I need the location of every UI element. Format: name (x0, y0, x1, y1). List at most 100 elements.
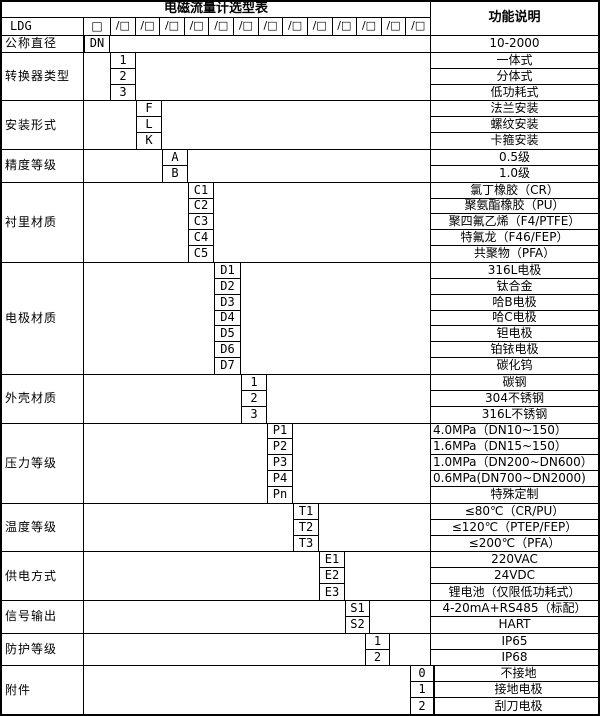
function-description-cell: 共聚物（PFA） (430, 246, 598, 262)
option-code-cell: C2 (188, 198, 214, 215)
section-label: 供电方式 (2, 552, 84, 601)
function-description-cell: ≤80℃（CR/PU） (430, 503, 598, 520)
empty-cell (84, 375, 241, 423)
option-code-cell: T1 (293, 503, 319, 520)
option-code-cell: 1 (110, 52, 136, 69)
section-band: 信号输出 S1 4-20mA+RS485（标配） S2 HART (2, 600, 598, 633)
model-slot-cell: /□ (331, 18, 357, 35)
function-description-cell: 24VDC (430, 568, 598, 585)
option-code-cell: P3 (267, 455, 293, 472)
section-label: 公称直径 (2, 36, 84, 52)
function-description-cell: ≤120℃（PTEP/FEP） (430, 519, 598, 536)
option-code-cell: E3 (319, 584, 345, 601)
function-description-cell: 哈C电极 (430, 310, 598, 327)
function-description-cell: IP68 (430, 649, 598, 666)
empty-cell (267, 375, 430, 423)
function-description-cell: 钛合金 (430, 278, 598, 295)
function-description-cell: ≤200℃（PFA） (430, 535, 598, 552)
section-band: 衬里材质 C1 氯丁橡胶（CR） C2 聚氨酯橡胶（PU） C3 聚四氟乙烯（F4/PTFE… (2, 181, 598, 262)
option-code-cell: 3 (241, 406, 267, 423)
empty-cell (84, 101, 136, 149)
model-slot-cell: /□ (208, 18, 233, 35)
empty-cell (84, 150, 162, 182)
option-code-cell: E2 (319, 568, 345, 585)
function-description-cell: 0.5级 (430, 150, 598, 166)
model-slot-cell: /□ (380, 18, 406, 35)
empty-cell (241, 263, 430, 374)
function-description-cell: 1.0级 (430, 165, 598, 182)
section-label: 精度等级 (2, 150, 84, 182)
option-code-cell: D5 (214, 326, 241, 343)
function-description-cell: 锂电池（仅限低功耗式） (430, 584, 598, 601)
section-label: 外壳材质 (2, 375, 84, 423)
option-code-cell: P1 (267, 423, 293, 440)
option-code-cell: A (162, 150, 188, 166)
option-code-cell: 3 (110, 84, 136, 101)
function-description-cell: 聚氨酯橡胶（PU） (430, 198, 598, 215)
option-code-cell: C4 (188, 230, 214, 247)
empty-cell (345, 552, 430, 600)
model-box-cell: □ (91, 18, 103, 33)
section-band: 外壳材质 1 碳钢 2 304不锈钢 3 316L不锈钢 (2, 374, 598, 423)
model-slot-cell: /□ (405, 18, 430, 35)
function-description-cell: 聚四氟乙烯（F4/PTFE） (430, 214, 598, 231)
function-description-cell: 220VAC (430, 552, 598, 569)
table-header: 电磁流量计选型表 功能说明 LDG □ /□/□/□/□/□/□/□/□/□/□… (2, 2, 598, 35)
section-band: 安装形式 F 法兰安装 L 螺纹安装 K 卡箍安装 (2, 100, 598, 150)
model-slot-cell: /□ (233, 18, 258, 35)
function-description-cell: 铂铱电极 (430, 342, 598, 359)
model-slot-cell: /□ (282, 18, 307, 35)
option-code-cell: F (136, 101, 162, 118)
section-label: 衬里材质 (2, 182, 84, 262)
option-code-cell: T3 (293, 535, 319, 552)
model-slot-cell: /□ (159, 18, 184, 35)
option-code-cell: 2 (110, 68, 136, 85)
function-column-header: 功能说明 (430, 2, 598, 35)
empty-cell (84, 634, 365, 666)
empty-cell (84, 666, 410, 714)
empty-cell (390, 634, 430, 666)
option-code-cell: B (162, 165, 188, 182)
section-label: 附件 (2, 666, 84, 715)
model-slot-cell: /□ (306, 18, 332, 35)
empty-cell (188, 150, 430, 182)
function-description-cell: 316L不锈钢 (430, 406, 598, 423)
section-label: 转换器类型 (2, 52, 84, 101)
function-description-cell: 一体式 (430, 52, 598, 69)
section-label: 电极材质 (2, 263, 84, 374)
function-description-cell: 1.6MPa（DN15~150） (430, 439, 598, 456)
option-code-cell: C3 (188, 214, 214, 231)
model-slot-cell: /□ (110, 18, 135, 35)
option-code-cell: C5 (188, 246, 214, 262)
empty-cell (84, 53, 110, 101)
model-slot-cell: /□ (356, 18, 381, 35)
section-label: 防护等级 (2, 633, 84, 666)
option-code-cell: D2 (214, 278, 241, 295)
model-slot-cell: /□ (134, 18, 160, 35)
page-title: 电磁流量计选型表 (2, 2, 430, 18)
function-description-cell: 4.0MPa（DN10~150） (430, 423, 598, 440)
section-label: 压力等级 (2, 423, 84, 503)
option-code-cell: E1 (319, 552, 345, 569)
function-description-cell: 低功耗式 (430, 84, 598, 101)
option-code-cell: 1 (365, 633, 390, 650)
empty-cell (319, 504, 430, 552)
option-code-cell: DN (84, 36, 110, 52)
section-label: 信号输出 (2, 601, 84, 633)
section-band: 转换器类型 1 一体式 2 分体式 3 低功耗式 (2, 51, 598, 101)
option-code-cell: L (136, 117, 162, 134)
function-description-cell: 特氟龙（F46/FEP） (430, 230, 598, 247)
section-band: 电极材质 D1 316L电极 D2 钛合金 D3 哈B电极 D4 哈C电极 D5 钽电极 D6 铂铱电极… (2, 262, 598, 374)
model-slot-cell: /□ (257, 18, 283, 35)
empty-cell (370, 601, 430, 633)
option-code-cell: C1 (188, 182, 214, 199)
function-description-cell: 碳化钨 (430, 358, 598, 374)
section-band: 压力等级 P1 4.0MPa（DN10~150） P2 1.6MPa（DN15~150）… (2, 422, 598, 503)
option-code-cell: D1 (214, 263, 241, 279)
function-description-cell: 316L电极 (430, 263, 598, 279)
function-description-cell: 钽电极 (430, 326, 598, 343)
empty-cell (84, 424, 267, 503)
function-description-cell: 304不锈钢 (430, 390, 598, 407)
option-code-cell: Pn (267, 487, 293, 503)
function-description-cell: 特殊定制 (430, 487, 598, 503)
